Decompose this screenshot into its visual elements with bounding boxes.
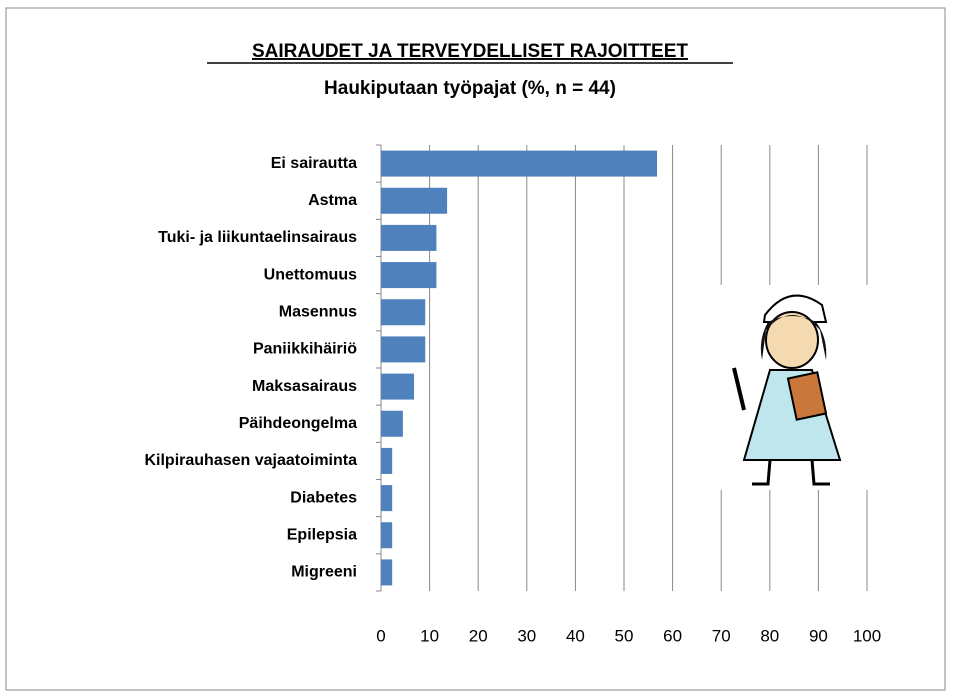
bar — [381, 188, 447, 214]
bar — [381, 299, 425, 325]
x-tick-label: 70 — [712, 626, 731, 645]
y-tick-label: Astma — [308, 192, 357, 209]
bar — [381, 336, 425, 362]
y-tick-label: Paniikkihäiriö — [253, 341, 357, 358]
x-tick-label: 30 — [517, 626, 536, 645]
x-tick-label: 10 — [420, 626, 439, 645]
x-tick-label: 0 — [376, 626, 385, 645]
y-tick-label: Maksasairaus — [252, 378, 357, 395]
x-tick-label: 60 — [663, 626, 682, 645]
bar — [381, 151, 657, 177]
y-tick-label: Masennus — [279, 303, 357, 320]
bar — [381, 522, 392, 548]
y-tick-label: Epilepsia — [287, 526, 357, 543]
bar — [381, 559, 392, 585]
y-tick-label: Tuki- ja liikuntaelinsairaus — [158, 229, 357, 246]
x-tick-label: 20 — [469, 626, 488, 645]
chart: SAIRAUDET JA TERVEYDELLISET RAJOITTEET H… — [0, 0, 953, 693]
x-tick-label: 40 — [566, 626, 585, 645]
bar — [381, 262, 436, 288]
bar — [381, 374, 414, 400]
bar — [381, 225, 436, 251]
y-tick-label: Kilpirauhasen vajaatoiminta — [144, 452, 357, 469]
y-tick-label: Unettomuus — [264, 266, 357, 283]
x-tick-label: 50 — [615, 626, 634, 645]
x-tick-label: 90 — [809, 626, 828, 645]
bar — [381, 485, 392, 511]
y-tick-label: Diabetes — [290, 489, 357, 506]
bar — [381, 448, 392, 474]
y-tick-label: Ei sairautta — [271, 155, 357, 172]
y-tick-label: Päihdeongelma — [239, 415, 357, 432]
chart-title: SAIRAUDET JA TERVEYDELLISET RAJOITTEET — [252, 41, 688, 62]
nurse-illustration — [718, 285, 870, 490]
chart-subtitle: Haukiputaan työpajat (%, n = 44) — [324, 78, 616, 99]
x-tick-label: 100 — [853, 626, 881, 645]
x-tick-label: 80 — [760, 626, 779, 645]
y-tick-label: Migreeni — [291, 564, 357, 581]
bar — [381, 411, 403, 437]
